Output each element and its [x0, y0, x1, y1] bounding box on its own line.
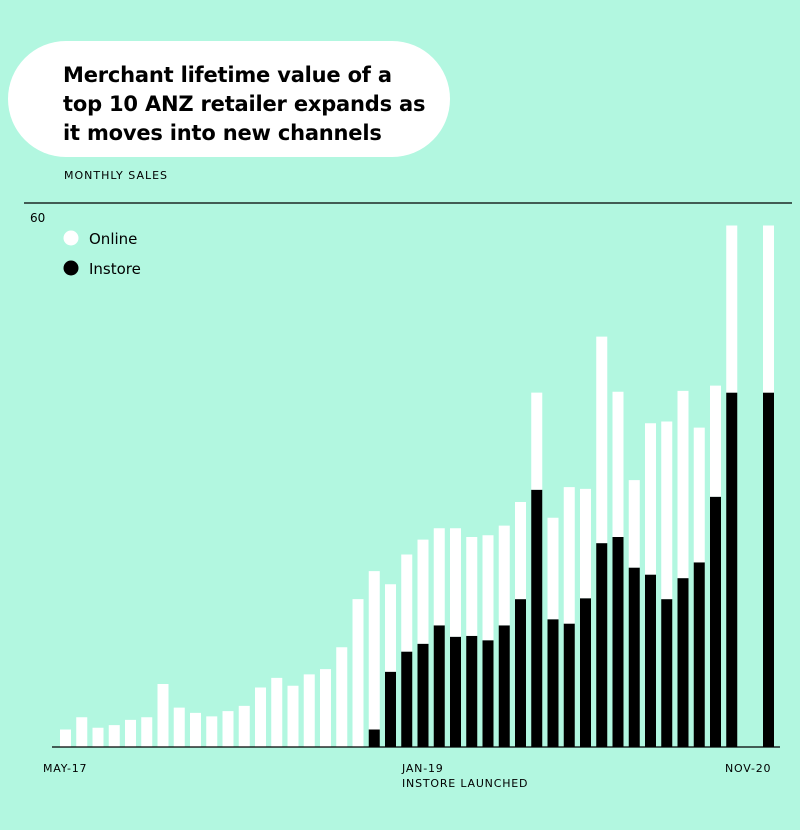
bar-instore-mar-19 [417, 643, 429, 747]
bar-instore-dec-19 [563, 623, 575, 747]
bar-online-may-20 [645, 423, 656, 575]
bar-online-may-17 [60, 729, 71, 747]
bar-instore-feb-20 [596, 543, 608, 747]
bar-online-feb-19 [401, 554, 413, 652]
bar-online-jul-19 [482, 535, 494, 641]
bar-instore-mar-20 [612, 537, 624, 747]
legend-instore-label: Instore [89, 260, 141, 278]
title-pill: Merchant lifetime value of a top 10 ANZ … [8, 41, 450, 157]
bar-instore-jan-20 [580, 598, 591, 747]
bar-instore-nov-20 [763, 392, 774, 747]
y-axis-label: MONTHLY SALES [64, 169, 169, 182]
bar-online-jun-19 [466, 537, 478, 636]
bar-online-aug-18 [303, 674, 315, 747]
bar-instore-jul-20 [677, 578, 689, 747]
bar-instore-nov-19 [547, 619, 559, 747]
bar-instore-feb-19 [401, 651, 413, 747]
annotation-instore-launched: INSTORE LAUNCHED [402, 777, 528, 790]
bar-online-dec-18 [368, 571, 380, 730]
bar-online-sep-17 [125, 719, 136, 747]
bar-instore-aug-19 [498, 625, 510, 747]
legend-online-label: Online [89, 230, 137, 248]
legend-online-swatch [63, 230, 79, 246]
bar-online-jul-18 [287, 685, 299, 747]
bar-instore-apr-20 [628, 567, 640, 747]
bar-online-oct-18 [336, 647, 348, 747]
bar-online-may-19 [450, 528, 461, 637]
bars-group [60, 225, 774, 747]
bar-online-nov-20 [763, 225, 774, 393]
bar-instore-jan-19 [385, 671, 396, 747]
bar-online-jul-17 [92, 727, 104, 747]
bar-instore-jun-20 [661, 599, 673, 747]
bar-online-apr-18 [238, 705, 250, 747]
x-tick-nov20: NOV-20 [725, 762, 771, 775]
bar-online-nov-19 [547, 517, 559, 620]
bar-online-may-18 [255, 687, 266, 747]
bar-online-sep-18 [320, 669, 331, 747]
bar-online-jan-18 [190, 712, 201, 747]
bar-online-jul-20 [677, 390, 689, 579]
bar-online-aug-19 [498, 525, 510, 626]
bar-online-dec-17 [173, 707, 185, 747]
bar-online-sep-20 [710, 385, 721, 497]
bar-online-apr-19 [433, 528, 445, 626]
bar-online-dec-19 [563, 487, 575, 624]
bar-instore-sep-20 [710, 496, 721, 747]
bar-instore-may-19 [450, 636, 461, 747]
bar-online-mar-20 [612, 391, 624, 537]
legend-instore-swatch [63, 260, 79, 276]
bar-online-aug-20 [693, 427, 705, 563]
bar-instore-jun-19 [466, 635, 478, 747]
bar-online-jan-20 [580, 488, 591, 599]
bar-online-apr-20 [628, 480, 640, 568]
bar-online-oct-19 [531, 392, 543, 490]
chart-title: Merchant lifetime value of a top 10 ANZ … [63, 63, 426, 145]
x-tick-may17: MAY-17 [43, 762, 87, 775]
bar-instore-oct-19 [531, 489, 543, 747]
bar-instore-may-20 [645, 574, 656, 747]
bar-online-nov-18 [352, 599, 364, 747]
bar-online-jun-18 [271, 677, 283, 747]
bar-online-oct-20 [726, 225, 738, 393]
bar-instore-sep-19 [515, 599, 526, 747]
bar-online-sep-19 [515, 502, 526, 600]
bar-instore-jul-19 [482, 640, 494, 747]
bar-online-feb-18 [206, 716, 218, 747]
bar-online-jun-20 [661, 421, 673, 600]
x-tick-jan19: JAN-19 [401, 762, 444, 775]
bar-online-feb-20 [596, 336, 608, 544]
y-tick-max: 60 [30, 211, 45, 225]
bar-online-oct-17 [141, 717, 153, 747]
bar-online-aug-17 [108, 725, 120, 747]
bar-instore-dec-18 [368, 729, 380, 747]
bar-online-mar-19 [417, 539, 429, 644]
bar-instore-oct-20 [726, 392, 738, 747]
bar-online-mar-18 [222, 711, 234, 747]
bar-instore-apr-19 [433, 625, 445, 747]
bar-instore-aug-20 [693, 562, 705, 747]
bar-online-jan-19 [385, 584, 396, 672]
bar-online-nov-17 [157, 684, 169, 747]
bar-online-jun-17 [76, 717, 88, 747]
